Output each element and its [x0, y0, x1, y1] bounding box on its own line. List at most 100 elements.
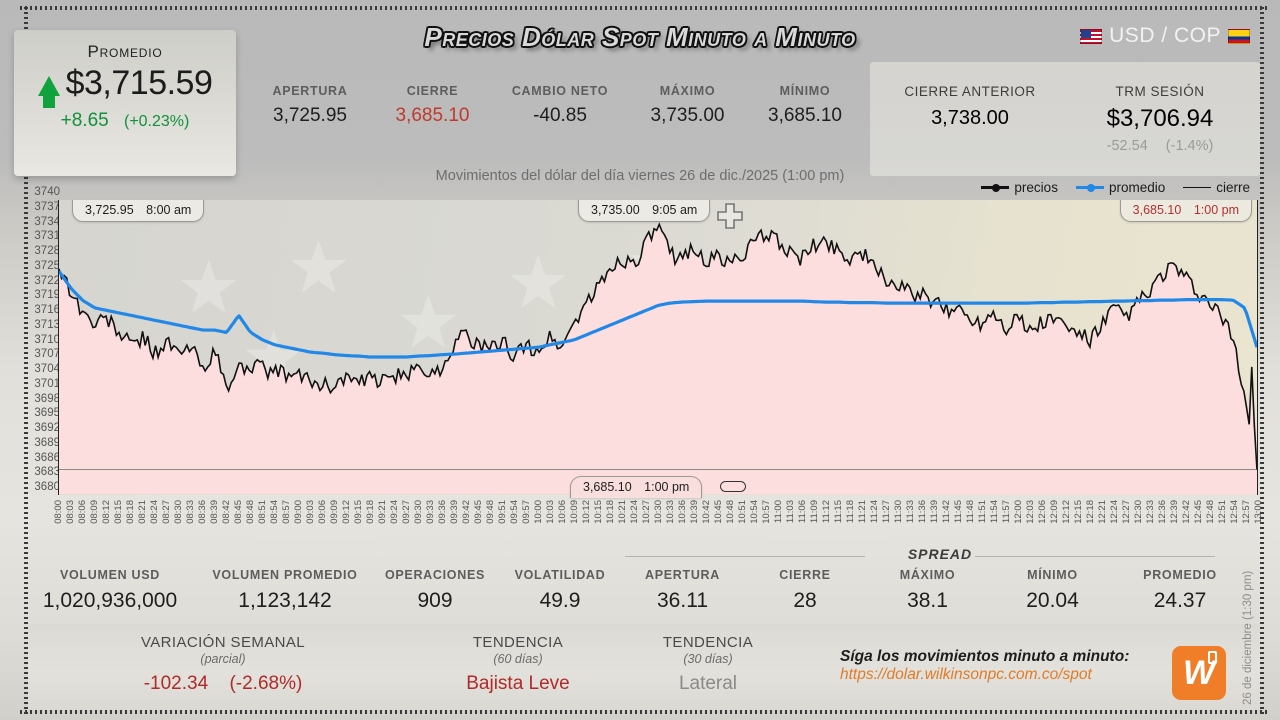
x-tick-label: 10:51 [737, 500, 748, 524]
chart-tag-open-time: 8:00 am [146, 203, 192, 217]
x-tick-label: 10:36 [677, 500, 688, 524]
x-tick-label: 08:00 [53, 500, 64, 524]
chart-tag-close: 3,685.10 1:00 pm [1119, 200, 1252, 222]
y-tick-label: 3728 [34, 245, 60, 257]
price-line [59, 224, 1257, 469]
promedio-label: Promedio [87, 42, 163, 61]
film-border-top [20, 6, 1268, 10]
x-tick-label: 10:39 [689, 500, 700, 524]
x-tick-label: 09:12 [341, 500, 352, 524]
legend-item-promedio: promedio [1075, 180, 1165, 195]
x-tick-label: 12:51 [1217, 500, 1228, 524]
promo-link[interactable]: https://dolar.wilkinsonpc.com.co/spot [840, 666, 1092, 683]
x-tick-label: 11:12 [821, 500, 832, 524]
variacion-value: -102.34 [143, 673, 209, 694]
x-tick-label: 09:09 [329, 500, 340, 524]
x-tick-label: 08:27 [161, 500, 172, 524]
stat-apertura-value: 3,725.95 [273, 105, 347, 126]
x-tick-label: 08:42 [221, 500, 232, 524]
stat-cierre-anterior: CIERRE ANTERIOR 3,738.00 [880, 84, 1060, 130]
y-tick-label: 3683 [34, 466, 60, 479]
spread-maximo: MÁXIMO 38.1 [870, 568, 985, 613]
spread-rule-left [625, 556, 865, 557]
stat-volatilidad-value: 49.9 [539, 589, 581, 612]
x-tick-label: 11:06 [797, 500, 808, 524]
x-tick-label: 10:18 [605, 500, 616, 524]
spread-cierre: CIERRE 28 [750, 568, 860, 613]
x-tick-label: 11:39 [929, 500, 940, 524]
spread-maximo-value: 38.1 [907, 589, 948, 612]
chart-tag-close-time: 1:00 pm [1193, 203, 1239, 217]
promedio-change: +8.65 [60, 110, 109, 131]
stat-cambio-neto-value: -40.85 [533, 105, 587, 126]
promedio-change-pct: (+0.23%) [123, 113, 190, 130]
chart-tag-low: 3,685.10 1:00 pm [570, 476, 703, 498]
spread-apertura-label: APERTURA [644, 568, 721, 582]
x-tick-label: 13:00 [1253, 500, 1264, 524]
trm-label: TRM SESIÓN [1115, 84, 1205, 99]
chart-y-axis: 3740 3737 3734 3731 3728 3725 3722 3719 3716 3713… [20, 186, 60, 498]
stat-cierre-label: CIERRE [406, 84, 459, 98]
x-tick-label: 12:12 [1061, 500, 1072, 524]
x-tick-label: 09:06 [317, 500, 328, 524]
x-tick-label: 09:42 [461, 500, 472, 524]
y-tick-label: 3713 [34, 318, 60, 331]
x-tick-label: 09:24 [389, 500, 400, 524]
x-tick-label: 09:36 [437, 500, 448, 524]
average-line [59, 271, 1257, 357]
stat-maximo-label: MÁXIMO [659, 84, 716, 98]
spread-minimo: MÍNIMO 20.04 [995, 568, 1110, 613]
film-border-bottom [20, 710, 1268, 714]
x-tick-label: 10:06 [557, 500, 568, 524]
tendencia60-sub: (60 días) [493, 652, 543, 666]
stat-cambio-neto: CAMBIO NETO -40.85 [495, 84, 625, 127]
promedio-value: $3,715.59 [65, 64, 213, 102]
stat-volumen-promedio: VOLUMEN PROMEDIO 1,123,142 [200, 568, 370, 613]
trm-change-row: -52.54 (-1.4%) [1070, 138, 1250, 154]
x-tick-label: 09:51 [497, 500, 508, 524]
arrow-up-icon [37, 75, 60, 108]
pill-marker-icon [720, 481, 746, 492]
footer-bar: VARIACIÓN SEMANAL (parcial) -102.34 (-2.… [28, 624, 1260, 710]
stat-minimo-value: 3,685.10 [768, 105, 842, 126]
x-tick-label: 12:06 [1037, 500, 1048, 524]
chart-tag-open-price: 3,725.95 [85, 203, 134, 217]
x-tick-label: 08:51 [257, 500, 268, 524]
date-stamp: 26 de diciembre (1:30 pm) [1242, 570, 1254, 705]
x-tick-label: 08:39 [209, 500, 220, 524]
y-tick-label: 3737 [34, 200, 60, 213]
x-tick-label: 08:03 [65, 500, 76, 524]
x-tick-label: 11:42 [941, 500, 952, 524]
y-tick-label: 3731 [34, 230, 60, 243]
x-tick-label: 12:54 [1229, 500, 1240, 524]
y-tick-label: 3698 [34, 392, 60, 405]
y-tick-label: 3707 [34, 348, 60, 361]
cierre-anterior-value: 3,738.00 [931, 107, 1009, 129]
x-tick-label: 08:12 [101, 500, 112, 524]
spread-cierre-label: CIERRE [779, 568, 831, 582]
stat-volumen-usd-value: 1,020,936,000 [42, 589, 178, 612]
x-tick-label: 11:57 [1001, 500, 1012, 524]
x-tick-label: 11:24 [869, 500, 880, 524]
x-tick-label: 08:24 [149, 500, 160, 524]
chart-background [58, 200, 1258, 495]
plus-marker-icon [717, 203, 743, 229]
x-tick-label: 09:15 [353, 500, 364, 524]
x-tick-label: 10:24 [629, 500, 640, 524]
x-tick-label: 08:06 [77, 500, 88, 524]
stat-operaciones-value: 909 [417, 589, 453, 612]
spread-apertura-value: 36.11 [657, 589, 708, 612]
y-tick-label: 3692 [34, 422, 60, 434]
x-tick-label: 12:00 [1013, 500, 1024, 524]
stat-volatilidad: VOLATILIDAD 49.9 [500, 568, 620, 613]
x-tick-label: 10:54 [749, 500, 760, 524]
x-tick-label: 08:33 [185, 500, 196, 524]
x-tick-label: 11:03 [785, 500, 796, 524]
wilkinson-logo[interactable]: W [1172, 646, 1226, 700]
stat-apertura: APERTURA 3,725.95 [250, 84, 370, 127]
promedio-delta: +8.65 (+0.23%) [14, 110, 236, 132]
legend-swatch-promedio [1075, 183, 1104, 192]
tendencia30-value: Lateral [678, 673, 738, 694]
currency-pair-label: USD / COP [1109, 24, 1221, 47]
x-tick-label: 09:03 [305, 500, 316, 524]
